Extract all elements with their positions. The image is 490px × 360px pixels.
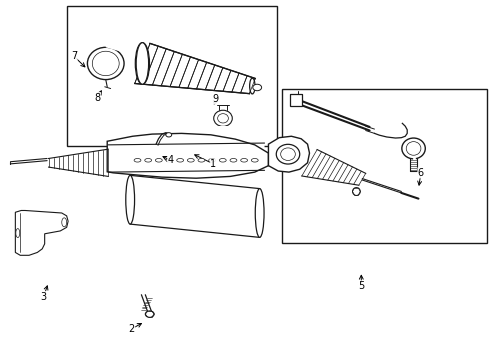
Ellipse shape — [209, 158, 216, 162]
Polygon shape — [218, 126, 228, 130]
Bar — [282, 89, 487, 243]
Ellipse shape — [166, 133, 171, 137]
Ellipse shape — [155, 158, 162, 162]
Ellipse shape — [92, 51, 119, 76]
Ellipse shape — [253, 84, 262, 91]
Ellipse shape — [16, 229, 20, 238]
Text: 6: 6 — [418, 168, 424, 178]
Ellipse shape — [214, 110, 232, 126]
Ellipse shape — [198, 158, 205, 162]
Text: 2: 2 — [128, 324, 135, 334]
Polygon shape — [15, 211, 68, 255]
Polygon shape — [49, 149, 108, 176]
Ellipse shape — [276, 144, 300, 164]
Ellipse shape — [220, 158, 226, 162]
Ellipse shape — [135, 42, 149, 84]
Ellipse shape — [281, 148, 295, 161]
Polygon shape — [290, 94, 302, 106]
Text: 9: 9 — [213, 94, 219, 104]
Ellipse shape — [230, 158, 237, 162]
Ellipse shape — [249, 78, 255, 94]
Ellipse shape — [352, 188, 360, 195]
Polygon shape — [302, 150, 366, 185]
Ellipse shape — [146, 311, 154, 318]
Ellipse shape — [218, 114, 228, 123]
Ellipse shape — [126, 175, 135, 224]
Polygon shape — [269, 136, 310, 172]
Text: 1: 1 — [210, 159, 216, 169]
Polygon shape — [135, 44, 255, 94]
Ellipse shape — [402, 138, 425, 159]
Polygon shape — [107, 134, 269, 178]
Bar — [67, 6, 277, 146]
Ellipse shape — [251, 158, 258, 162]
Polygon shape — [108, 143, 265, 172]
Ellipse shape — [177, 158, 184, 162]
Polygon shape — [130, 175, 260, 237]
Ellipse shape — [145, 158, 151, 162]
Text: 4: 4 — [168, 155, 174, 165]
Ellipse shape — [241, 158, 247, 162]
Ellipse shape — [136, 42, 148, 84]
Ellipse shape — [87, 47, 124, 80]
Ellipse shape — [406, 141, 421, 155]
Ellipse shape — [187, 158, 194, 162]
Text: 8: 8 — [95, 93, 100, 103]
Text: 3: 3 — [41, 292, 47, 302]
Ellipse shape — [62, 218, 67, 227]
Ellipse shape — [134, 158, 141, 162]
Polygon shape — [106, 44, 124, 53]
Ellipse shape — [255, 189, 264, 237]
Ellipse shape — [166, 158, 173, 162]
Text: 5: 5 — [358, 281, 365, 291]
Text: 7: 7 — [71, 51, 77, 61]
